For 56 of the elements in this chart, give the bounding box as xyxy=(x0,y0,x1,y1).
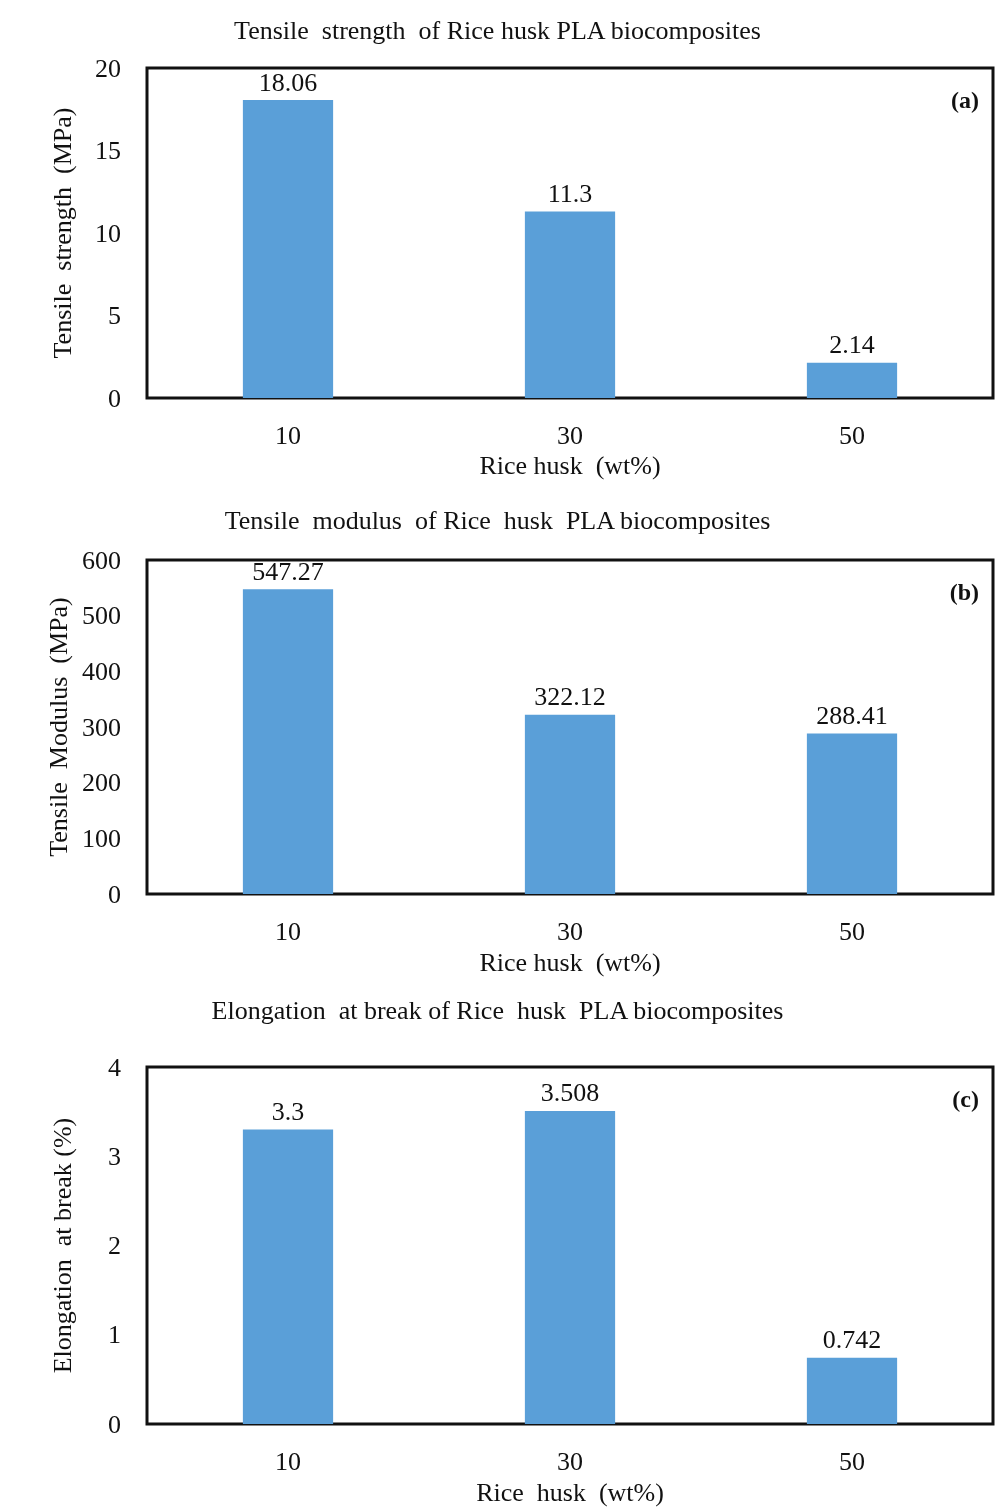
data-label: 2.14 xyxy=(829,330,875,360)
bar xyxy=(806,733,898,895)
y-tick-label: 10 xyxy=(95,218,121,248)
y-tick-label: 100 xyxy=(82,823,121,853)
y-tick-label: 0 xyxy=(108,1409,121,1439)
data-label: 3.3 xyxy=(271,1096,305,1126)
data-label: 3.508 xyxy=(540,1078,600,1108)
y-tick-label: 4 xyxy=(108,1052,121,1082)
bar xyxy=(806,362,898,398)
x-axis-title: Rice husk (wt%) xyxy=(476,1477,664,1507)
bar xyxy=(242,100,334,398)
y-axis-title: Tensile Modulus (MPa) xyxy=(43,597,73,857)
chart-title: Elongation at break of Rice husk PLA biocomposites xyxy=(211,995,784,1025)
y-tick-label: 5 xyxy=(108,301,121,330)
y-tick-label: 20 xyxy=(95,53,121,83)
bar xyxy=(524,211,616,398)
y-tick-label: 1 xyxy=(108,1320,121,1350)
y-tick-label: 15 xyxy=(95,136,121,165)
y-tick-label: 2 xyxy=(108,1231,121,1261)
y-tick-label: 0 xyxy=(108,879,121,909)
bar xyxy=(524,1110,616,1425)
data-label: 288.41 xyxy=(816,701,888,730)
x-tick-label: 30 xyxy=(557,916,583,946)
y-axis-title: Elongation at break (%) xyxy=(47,1117,77,1374)
bar xyxy=(242,1129,334,1425)
y-tick-label: 300 xyxy=(82,712,121,742)
y-tick-label: 0 xyxy=(108,383,121,413)
chart-title: Tensile modulus of Rice husk PLA biocomposites xyxy=(224,505,771,535)
bar xyxy=(524,714,616,895)
x-tick-label: 30 xyxy=(557,420,583,450)
y-tick-label: 3 xyxy=(108,1141,121,1171)
x-tick-label: 50 xyxy=(839,420,865,450)
x-axis-title: Rice husk (wt%) xyxy=(479,451,661,481)
annotation: (b) xyxy=(949,579,980,605)
y-tick-label: 500 xyxy=(82,601,121,631)
x-tick-label: 10 xyxy=(275,420,301,450)
y-tick-label: 400 xyxy=(82,656,121,686)
data-label: 0.742 xyxy=(822,1325,882,1355)
annotation: (c) xyxy=(952,1086,979,1112)
x-tick-label: 30 xyxy=(557,1446,583,1476)
x-tick-label: 10 xyxy=(275,1446,301,1476)
y-axis-title: Tensile strength (MPa) xyxy=(47,107,77,359)
data-label: 547.27 xyxy=(252,556,324,586)
chart-title: Tensile strength of Rice husk PLA biocomposites xyxy=(234,15,761,45)
x-axis-title: Rice husk (wt%) xyxy=(479,947,661,977)
x-tick-label: 50 xyxy=(839,1446,865,1476)
data-label: 322.12 xyxy=(534,682,606,712)
x-tick-label: 10 xyxy=(275,916,301,946)
annotation: (a) xyxy=(951,87,979,113)
x-tick-label: 50 xyxy=(839,916,865,946)
bar xyxy=(242,589,334,895)
bar xyxy=(806,1357,898,1425)
data-label: 18.06 xyxy=(258,67,318,97)
y-tick-label: 600 xyxy=(82,545,121,575)
y-tick-label: 200 xyxy=(82,768,121,798)
data-label: 11.3 xyxy=(547,179,593,209)
